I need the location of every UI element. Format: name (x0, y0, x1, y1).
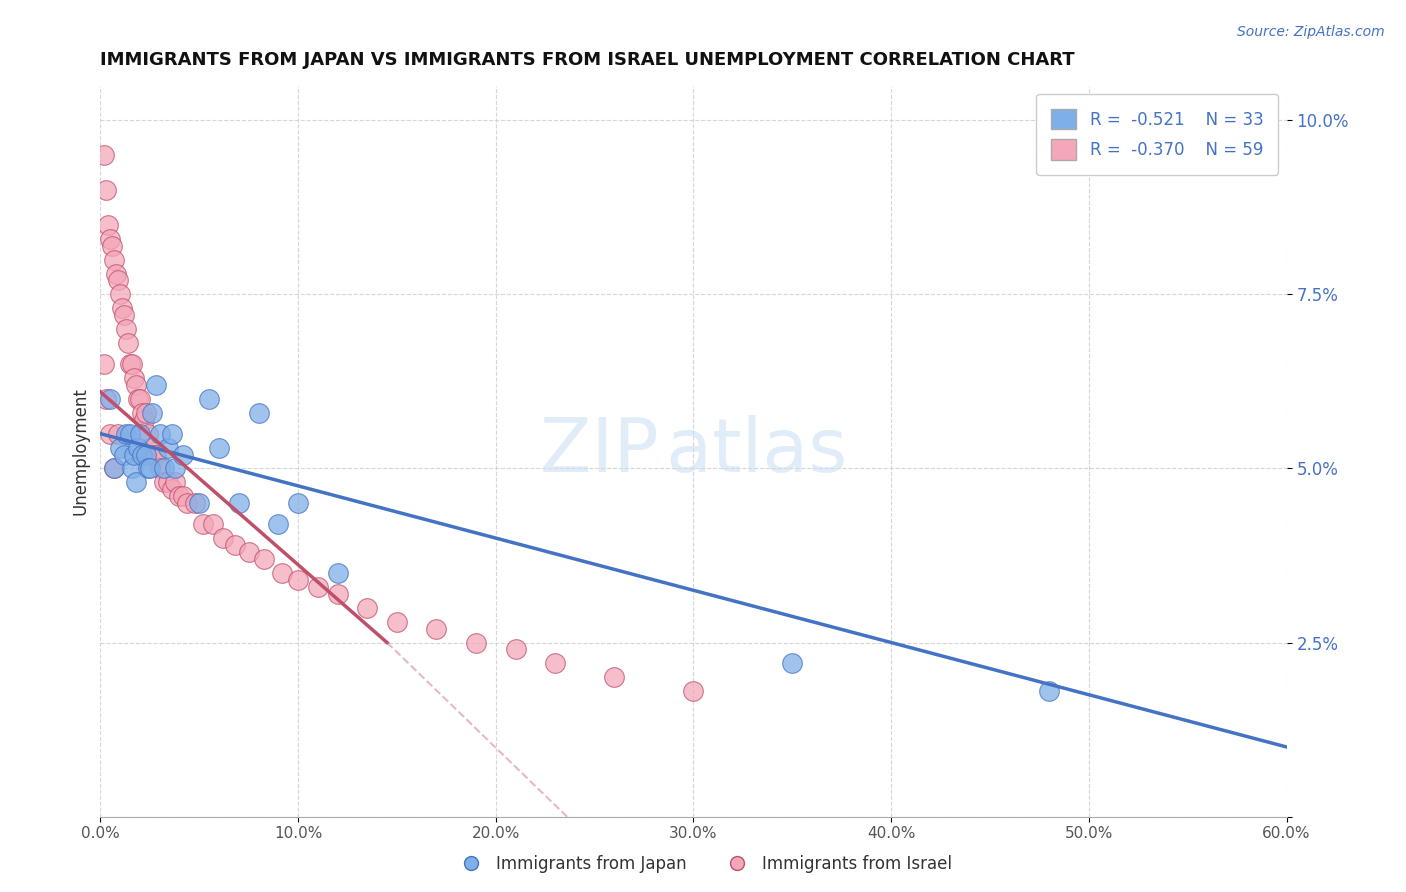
Point (184, 496, 207, 510)
Point (115, 322, 138, 336)
Point (105, 267, 128, 281)
Text: Source: ZipAtlas.com: Source: ZipAtlas.com (1237, 25, 1385, 39)
Point (125, 378, 148, 392)
Point (93, 357, 115, 371)
Point (127, 392, 149, 406)
Point (145, 448, 167, 462)
Point (125, 475, 148, 490)
Point (603, 670, 626, 684)
Point (142, 448, 165, 462)
Point (132, 413, 155, 427)
Point (122, 371, 145, 385)
Point (112, 308, 135, 322)
Point (425, 622, 447, 636)
Point (118, 357, 141, 371)
Y-axis label: Unemployment: Unemployment (72, 387, 89, 515)
Point (121, 357, 143, 371)
Point (103, 461, 125, 475)
Point (188, 496, 211, 510)
Point (156, 475, 179, 490)
Point (267, 517, 290, 532)
Point (238, 545, 260, 559)
Point (127, 441, 149, 455)
Point (131, 448, 153, 462)
Point (271, 566, 294, 580)
Point (115, 426, 138, 441)
Text: ZIP atlas: ZIP atlas (540, 415, 846, 488)
Point (287, 496, 309, 510)
Point (141, 406, 163, 420)
Point (156, 441, 179, 455)
Point (172, 489, 194, 503)
Point (135, 448, 157, 462)
Point (152, 475, 174, 490)
Point (128, 426, 150, 441)
Point (141, 448, 163, 462)
Point (202, 517, 225, 532)
Point (160, 483, 183, 497)
Point (98, 232, 121, 246)
Point (152, 461, 174, 475)
Point (160, 426, 183, 441)
Point (145, 378, 167, 392)
Point (356, 600, 378, 615)
Point (287, 573, 309, 587)
Legend: Immigrants from Japan, Immigrants from Israel: Immigrants from Japan, Immigrants from I… (447, 848, 959, 880)
Point (247, 406, 270, 420)
Point (385, 615, 408, 629)
Point (191, 517, 214, 532)
Point (121, 461, 143, 475)
Point (1038, 684, 1060, 698)
Point (165, 475, 187, 490)
Point (107, 426, 129, 441)
Point (101, 238, 124, 252)
Point (96, 392, 118, 406)
Point (465, 635, 488, 649)
Point (176, 496, 198, 510)
Point (165, 461, 187, 475)
Point (117, 336, 139, 351)
Point (98, 392, 121, 406)
Point (228, 496, 250, 510)
Point (93, 148, 115, 162)
Legend: R =  -0.521    N = 33, R =  -0.370    N = 59: R = -0.521 N = 33, R = -0.370 N = 59 (1036, 94, 1278, 175)
Point (253, 552, 276, 566)
Point (326, 566, 349, 580)
Point (505, 642, 527, 657)
Point (118, 426, 141, 441)
Point (98, 426, 121, 441)
Point (326, 587, 349, 601)
Point (682, 684, 704, 698)
Point (103, 461, 125, 475)
Point (212, 531, 235, 545)
Point (307, 580, 329, 594)
Point (97, 218, 120, 232)
Point (169, 489, 191, 503)
Point (149, 426, 172, 441)
Point (112, 448, 135, 462)
Point (782, 657, 804, 671)
Point (111, 301, 134, 316)
Point (122, 448, 145, 462)
Point (139, 461, 162, 475)
Point (108, 441, 131, 455)
Point (128, 392, 150, 406)
Point (108, 287, 131, 301)
Point (136, 461, 159, 475)
Point (208, 441, 231, 455)
Point (172, 448, 194, 462)
Point (224, 538, 246, 552)
Point (544, 657, 567, 671)
Point (107, 273, 129, 287)
Point (149, 461, 172, 475)
Point (103, 252, 125, 267)
Point (136, 426, 159, 441)
Point (198, 392, 221, 406)
Text: IMMIGRANTS FROM JAPAN VS IMMIGRANTS FROM ISRAEL UNEMPLOYMENT CORRELATION CHART: IMMIGRANTS FROM JAPAN VS IMMIGRANTS FROM… (100, 51, 1076, 69)
Point (131, 406, 153, 420)
Point (135, 406, 157, 420)
Point (139, 441, 162, 455)
Point (96, 183, 118, 197)
